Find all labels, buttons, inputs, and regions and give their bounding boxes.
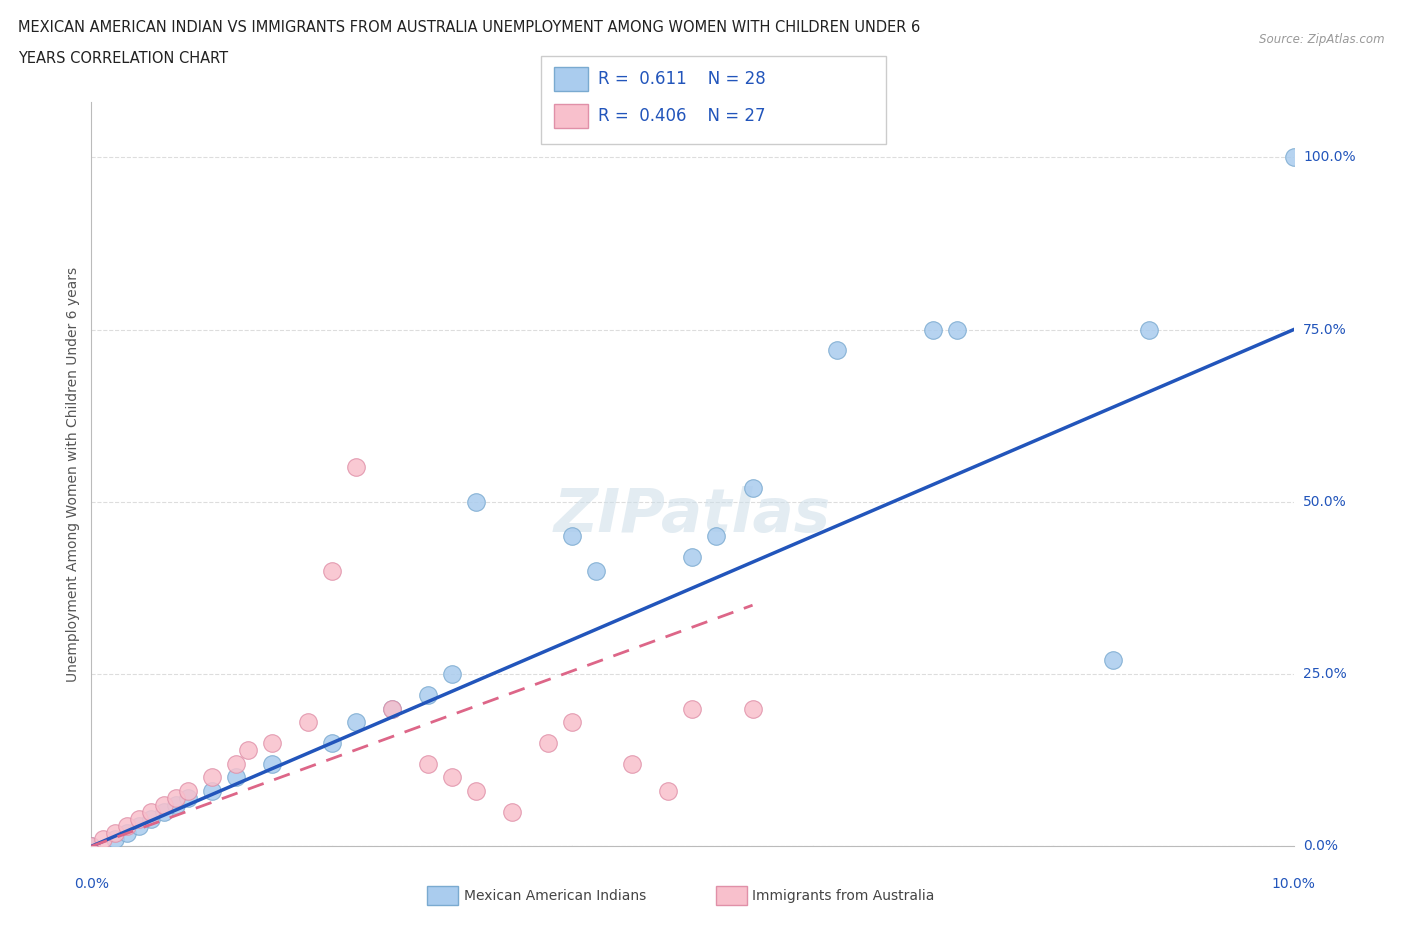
- Point: [441, 667, 464, 682]
- Point: [297, 715, 319, 730]
- Point: [465, 495, 488, 510]
- Point: [1282, 150, 1305, 165]
- Point: [93, 832, 115, 847]
- Point: [260, 736, 283, 751]
- Point: [946, 322, 969, 337]
- Point: [381, 701, 404, 716]
- Point: [260, 756, 283, 771]
- Point: [561, 529, 583, 544]
- Y-axis label: Unemployment Among Women with Children Under 6 years: Unemployment Among Women with Children U…: [66, 267, 80, 682]
- Text: R =  0.406    N = 27: R = 0.406 N = 27: [598, 107, 765, 126]
- Point: [141, 804, 163, 819]
- Point: [1102, 653, 1125, 668]
- Text: Source: ZipAtlas.com: Source: ZipAtlas.com: [1260, 33, 1385, 46]
- Point: [165, 798, 187, 813]
- Point: [416, 687, 439, 702]
- Point: [657, 784, 679, 799]
- Point: [681, 550, 703, 565]
- Point: [585, 564, 607, 578]
- Point: [201, 770, 224, 785]
- Text: 25.0%: 25.0%: [1303, 667, 1347, 681]
- Point: [225, 770, 247, 785]
- Point: [741, 701, 763, 716]
- Text: 10.0%: 10.0%: [1271, 877, 1316, 891]
- Text: 50.0%: 50.0%: [1303, 495, 1347, 509]
- Point: [561, 715, 583, 730]
- Point: [80, 839, 103, 854]
- Point: [381, 701, 404, 716]
- Point: [441, 770, 464, 785]
- Point: [741, 481, 763, 496]
- Text: YEARS CORRELATION CHART: YEARS CORRELATION CHART: [18, 51, 228, 66]
- Point: [706, 529, 728, 544]
- Point: [344, 715, 367, 730]
- Text: MEXICAN AMERICAN INDIAN VS IMMIGRANTS FROM AUSTRALIA UNEMPLOYMENT AMONG WOMEN WI: MEXICAN AMERICAN INDIAN VS IMMIGRANTS FR…: [18, 20, 921, 35]
- Point: [117, 818, 139, 833]
- Point: [344, 460, 367, 475]
- Point: [922, 322, 945, 337]
- Point: [104, 825, 127, 840]
- Point: [128, 818, 150, 833]
- Point: [165, 790, 187, 805]
- Point: [152, 804, 174, 819]
- Point: [681, 701, 703, 716]
- Point: [176, 784, 198, 799]
- Point: [621, 756, 644, 771]
- Point: [321, 564, 343, 578]
- Text: R =  0.611    N = 28: R = 0.611 N = 28: [598, 70, 765, 88]
- Point: [80, 839, 103, 854]
- Text: 0.0%: 0.0%: [75, 877, 108, 891]
- Point: [225, 756, 247, 771]
- Point: [1137, 322, 1160, 337]
- Point: [825, 343, 848, 358]
- Point: [321, 736, 343, 751]
- Text: 75.0%: 75.0%: [1303, 323, 1347, 337]
- Point: [128, 811, 150, 826]
- Point: [176, 790, 198, 805]
- Point: [537, 736, 560, 751]
- Point: [465, 784, 488, 799]
- Point: [501, 804, 523, 819]
- Point: [201, 784, 224, 799]
- Point: [152, 798, 174, 813]
- Text: 100.0%: 100.0%: [1303, 151, 1355, 165]
- Point: [416, 756, 439, 771]
- Text: Immigrants from Australia: Immigrants from Australia: [752, 888, 935, 903]
- Point: [117, 825, 139, 840]
- Text: 0.0%: 0.0%: [1303, 839, 1339, 854]
- Point: [141, 811, 163, 826]
- Point: [104, 832, 127, 847]
- Point: [236, 742, 259, 757]
- Text: ZIPatlas: ZIPatlas: [554, 486, 831, 545]
- Text: Mexican American Indians: Mexican American Indians: [464, 888, 647, 903]
